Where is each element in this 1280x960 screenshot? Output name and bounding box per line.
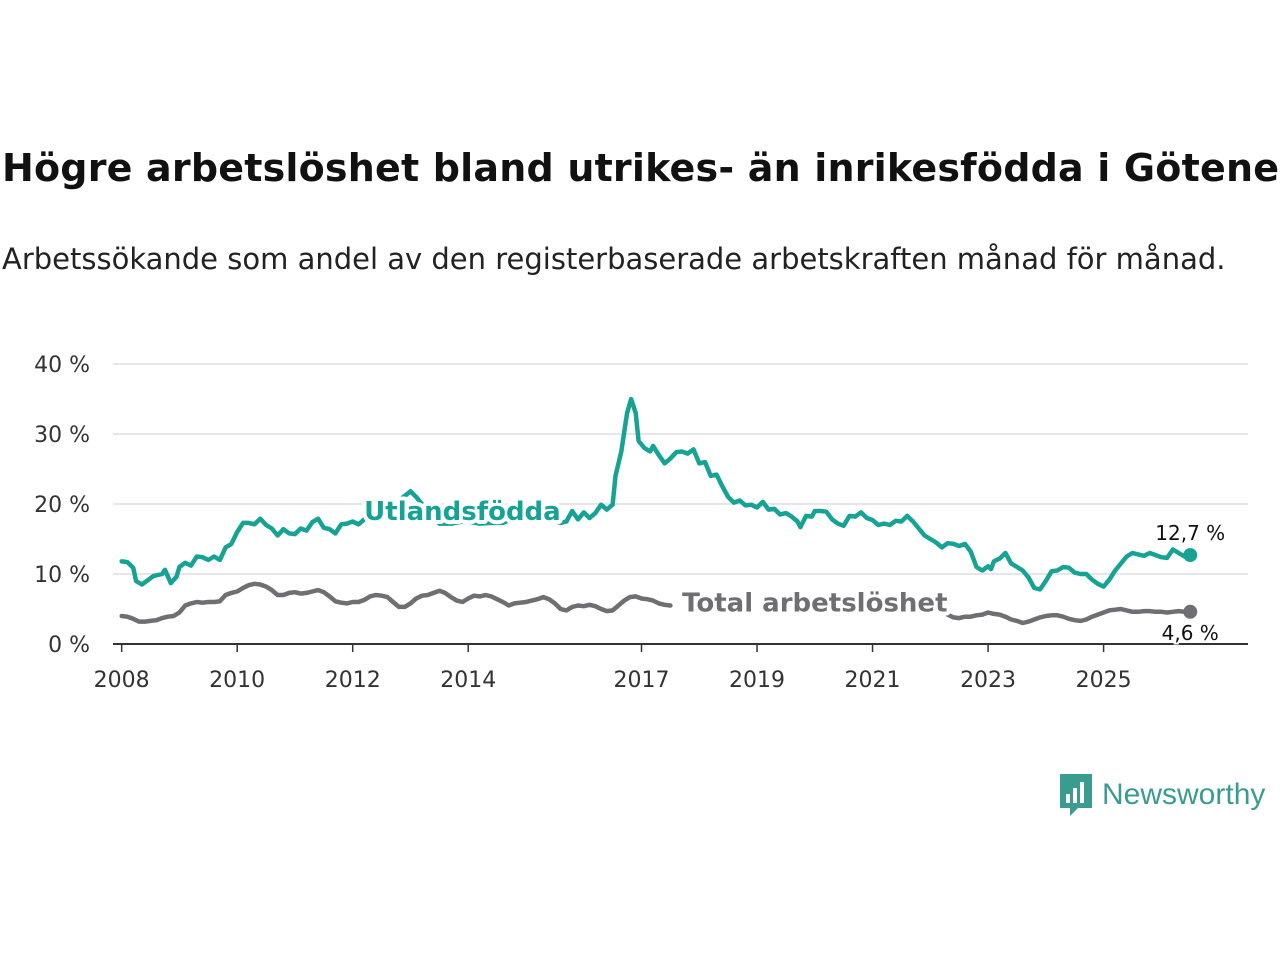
x-tick-label: 2008 (94, 668, 150, 693)
x-tick-label: 2012 (325, 668, 381, 693)
newsworthy-logo: Newsworthy (1058, 772, 1265, 818)
y-axis: 0 % 10 % 20 % 30 % 40 % (34, 353, 90, 658)
series-utlandsfodda-end-label: 12,7 % (1155, 521, 1225, 545)
chart-title: Högre arbetslöshet bland utrikes- än inr… (2, 146, 1280, 190)
grid-layer (113, 363, 1248, 575)
series-total-line (119, 581, 673, 624)
series-label-utlandsfodda: Utlandsfödda (364, 497, 561, 527)
y-tick-label: 30 % (34, 423, 90, 448)
x-axis: 2008 2010 2012 2014 2017 2019 2021 2023 2025 (94, 643, 1248, 693)
bar-chart-speech-bubble-icon (1060, 774, 1092, 816)
x-tick-label: 2019 (729, 668, 785, 693)
y-tick-label: 40 % (34, 353, 90, 378)
x-tick-label: 2010 (209, 668, 265, 693)
y-tick-label: 10 % (34, 563, 90, 588)
x-tick-label: 2017 (614, 668, 670, 693)
y-tick-label: 0 % (48, 633, 90, 658)
series-utlandsfodda-end-point (1183, 548, 1198, 563)
x-tick-label: 2014 (440, 668, 496, 693)
series-layer (119, 396, 1198, 626)
series-total-end-label: 4,6 % (1162, 621, 1219, 645)
x-tick-label: 2025 (1076, 668, 1132, 693)
chart-subtitle: Arbetssökande som andel av den registerb… (2, 242, 1226, 276)
brand-name: Newsworthy (1102, 778, 1266, 811)
x-tick-label: 2023 (960, 668, 1016, 693)
series-total-end-point (1183, 604, 1198, 619)
line-chart: 0 % 10 % 20 % 30 % 40 % 2008 2010 2012 2014 2017… (34, 353, 1248, 693)
x-tick-label: 2021 (845, 668, 901, 693)
series-label-total: Total arbetslöshet (682, 589, 947, 619)
series-total-line-segment (945, 606, 1193, 626)
label-layer: 12,7 % 4,6 % Utlandsfödda Total arbetslöshe… (360, 493, 1227, 647)
series-utlandsfodda-line (119, 396, 1193, 592)
y-tick-label: 20 % (34, 493, 90, 518)
